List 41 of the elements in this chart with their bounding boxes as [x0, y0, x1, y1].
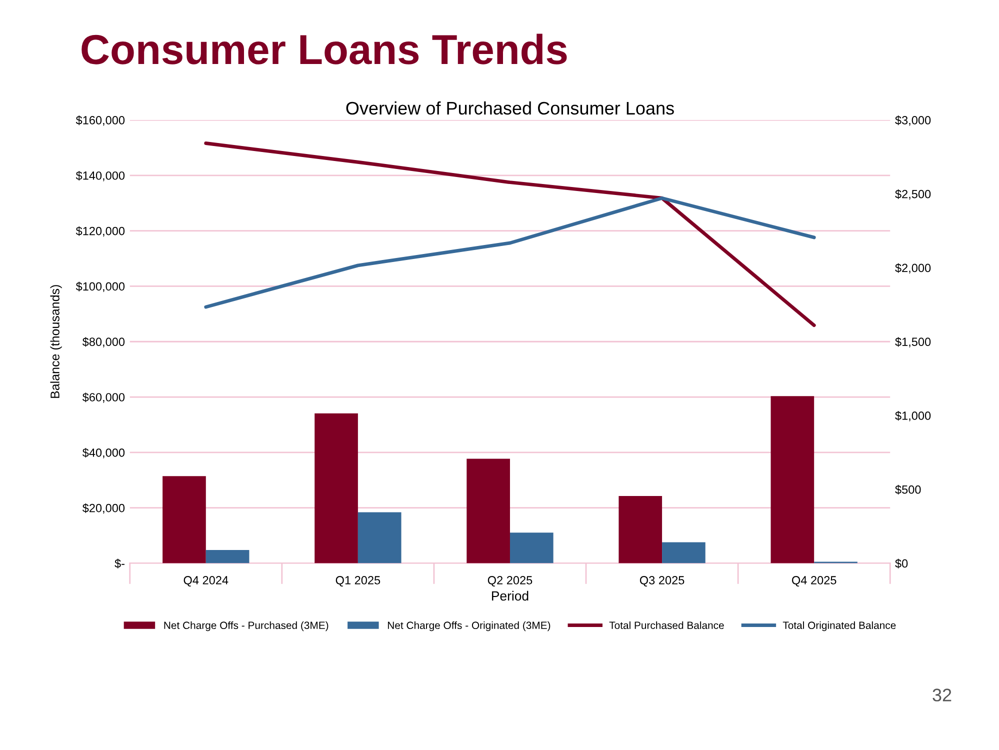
- bar: [206, 550, 250, 564]
- y2-tick-label: $0: [895, 558, 908, 568]
- y2-tick-label: $2,500: [895, 189, 931, 200]
- legend-label: Total Purchased Balance: [609, 621, 724, 630]
- chart-subtitle: Overview of Purchased Consumer Loans: [346, 101, 674, 115]
- bar: [358, 512, 402, 564]
- y2-tick-label: $3,000: [895, 116, 931, 126]
- line-series: [204, 142, 816, 328]
- bar: [162, 476, 206, 564]
- x-tick-label: Q1 2025: [336, 576, 380, 587]
- y-axis-title: Balance (thousands): [50, 285, 62, 398]
- x-tick-label: Q4 2024: [184, 576, 228, 587]
- bar: [770, 396, 814, 564]
- y-tick-label: $120,000: [76, 226, 125, 237]
- y-tick-label: $20,000: [82, 503, 125, 514]
- x-tick-label: Q4 2025: [792, 576, 836, 587]
- x-tick-label: Q3 2025: [640, 576, 684, 587]
- bar: [314, 413, 358, 564]
- legend-label: Total Originated Balance: [782, 621, 896, 632]
- bar: [662, 542, 706, 564]
- y-tick-label: $60,000: [82, 392, 125, 403]
- y-tick-label: $100,000: [76, 282, 125, 292]
- legend-label: Net Charge Offs - Originated (3ME): [388, 621, 550, 632]
- chart-title: Consumer Loans Trends: [82, 34, 567, 64]
- y-tick-label: $80,000: [82, 337, 125, 348]
- y2-tick-label: $500: [895, 484, 921, 494]
- text: 32: [932, 688, 952, 702]
- y-tick-label: $-: [114, 558, 124, 568]
- bar: [466, 458, 510, 564]
- y-tick-label: $160,000: [76, 116, 125, 126]
- x-tick-label: Q2 2025: [488, 576, 532, 587]
- bar: [618, 496, 662, 564]
- line-series: [204, 196, 816, 309]
- y2-tick-label: $1,500: [895, 337, 931, 348]
- x-axis-title: Period: [492, 590, 528, 601]
- y2-tick-label: $1,000: [895, 411, 931, 422]
- y-tick-label: $140,000: [76, 170, 125, 182]
- y-tick-label: $40,000: [82, 448, 125, 458]
- legend-label: Net Charge Offs - Purchased (3ME): [164, 621, 328, 632]
- bar: [510, 532, 554, 564]
- y2-tick-label: $2,000: [895, 263, 931, 274]
